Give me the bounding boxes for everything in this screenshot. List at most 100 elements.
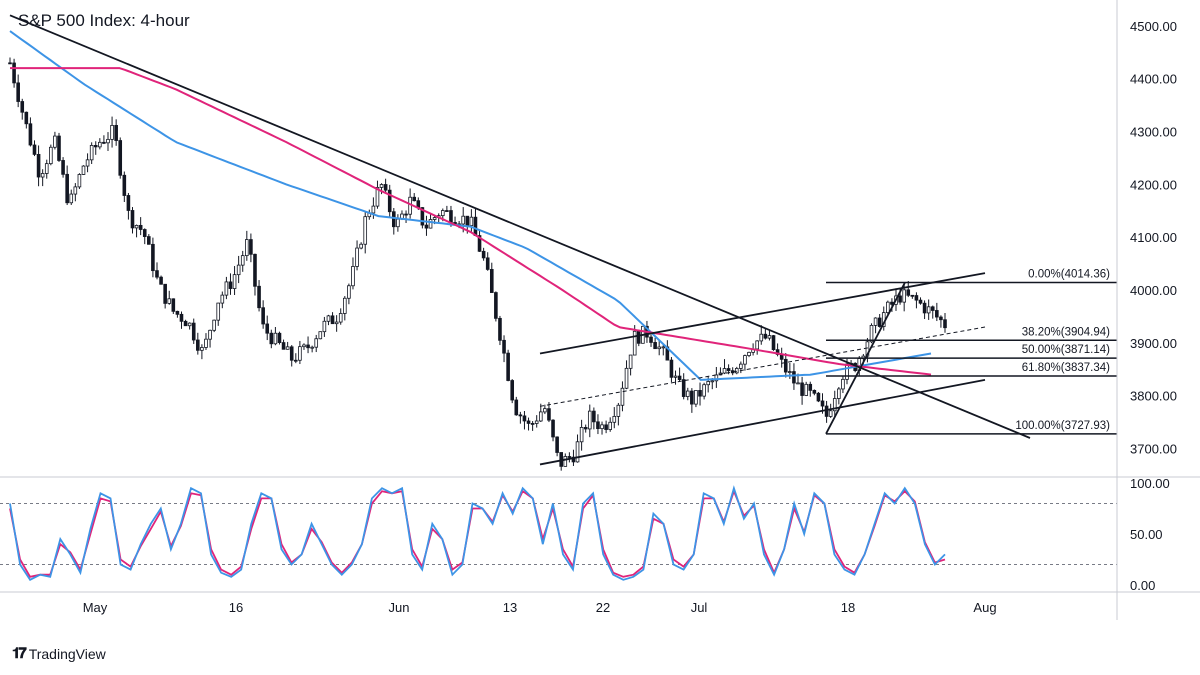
candle-body <box>714 374 719 382</box>
candle-body <box>334 321 339 325</box>
candle-body <box>322 320 327 333</box>
candle-body <box>673 375 678 378</box>
candle-body <box>473 216 478 236</box>
candle-body <box>841 378 845 390</box>
candle-body <box>583 427 588 430</box>
candle-body <box>734 368 739 374</box>
candle-body <box>902 289 906 303</box>
candle-body <box>114 125 118 141</box>
candle-body <box>142 229 147 237</box>
candle-body <box>20 101 25 113</box>
candle-body <box>212 319 216 331</box>
candle-body <box>32 144 37 155</box>
brand-name: TradingView <box>28 645 106 662</box>
candle-body <box>828 410 833 417</box>
candle-body <box>196 339 200 351</box>
candle-body <box>351 266 355 287</box>
candle-body <box>481 250 486 259</box>
candle-body <box>330 315 335 325</box>
candle-body <box>906 289 911 296</box>
candle-body <box>567 456 572 458</box>
candle-body <box>620 387 625 406</box>
tradingview-branding: 𝟏𝟕 TradingView <box>12 645 106 662</box>
stochastic-pane[interactable] <box>0 485 1117 581</box>
candle-body <box>771 335 776 351</box>
candle-body <box>445 210 449 212</box>
candle-body <box>489 269 494 293</box>
candle-body <box>767 335 772 339</box>
channel-lower <box>539 379 986 466</box>
candle-body <box>816 392 821 402</box>
moving-average-fast <box>9 30 932 381</box>
stoch-tick-label: 100.00 <box>1130 476 1170 491</box>
candle-body <box>538 411 543 422</box>
candle-body <box>371 205 376 214</box>
time-tick-label: Jun <box>389 600 410 615</box>
time-tick-label: 13 <box>503 600 517 615</box>
price-tick-label: 4100.00 <box>1130 230 1177 245</box>
candle-body <box>245 239 249 257</box>
candle-body <box>200 347 204 351</box>
candle-body <box>281 342 286 350</box>
candle-body <box>661 346 666 349</box>
candle-body <box>632 330 637 356</box>
candle-body <box>257 285 261 309</box>
candle-body <box>318 331 323 340</box>
time-tick-label: 16 <box>229 600 243 615</box>
candle-body <box>273 332 278 345</box>
candle-body <box>579 427 584 443</box>
moving-average-slow <box>10 67 932 376</box>
candle-body <box>424 224 429 229</box>
candle-body <box>685 390 690 397</box>
candle-body <box>792 371 796 384</box>
candle-body <box>820 400 825 407</box>
candle-body <box>179 313 184 322</box>
candle-body <box>808 383 813 391</box>
candle-body <box>506 352 510 381</box>
candle-body <box>343 297 347 314</box>
fib-level-label: 61.80%(3837.34) <box>1022 362 1110 374</box>
candle-body <box>261 307 265 325</box>
candle-body <box>412 196 417 202</box>
candle-body <box>249 239 253 255</box>
fib-level-label: 50.00%(3871.14) <box>1022 344 1110 356</box>
candle-body <box>555 436 559 453</box>
candle-body <box>171 298 176 312</box>
price-tick-label: 3700.00 <box>1130 442 1177 457</box>
candle-body <box>314 338 319 348</box>
candle-body <box>649 336 653 343</box>
candle-body <box>232 274 237 289</box>
tradingview-logo-icon: 𝟏𝟕 <box>12 645 27 662</box>
candle-body <box>624 367 629 389</box>
candle-body <box>326 315 331 322</box>
price-tick-label: 4300.00 <box>1130 125 1177 140</box>
candle-body <box>677 375 682 381</box>
candle-body <box>653 342 657 350</box>
candle-body <box>694 390 698 405</box>
candle-body <box>73 186 78 195</box>
candle-body <box>518 414 523 417</box>
candle-body <box>935 310 939 318</box>
candle-body <box>347 285 351 299</box>
candle-body <box>98 141 102 148</box>
candle-body <box>298 346 302 361</box>
time-tick-label: 18 <box>841 600 855 615</box>
price-tick-label: 4400.00 <box>1130 72 1177 87</box>
candle-body <box>387 189 392 213</box>
candle-body <box>134 224 139 229</box>
channel-mid <box>539 326 986 407</box>
downtrend-line <box>9 14 1031 439</box>
candle-body <box>49 146 53 165</box>
candle-body <box>253 253 257 287</box>
candle-body <box>106 138 110 144</box>
price-pane[interactable]: 0.00%(4014.36) 38.20%(3904.94) 50.00%(3871… <box>8 14 1117 471</box>
candle-body <box>657 346 661 350</box>
candle-body <box>383 184 388 191</box>
candle-body <box>355 247 359 267</box>
candle-body <box>669 359 674 378</box>
candle-body <box>922 302 927 314</box>
candle-body <box>930 306 935 311</box>
candle-body <box>494 292 498 319</box>
candle-body <box>220 294 225 304</box>
